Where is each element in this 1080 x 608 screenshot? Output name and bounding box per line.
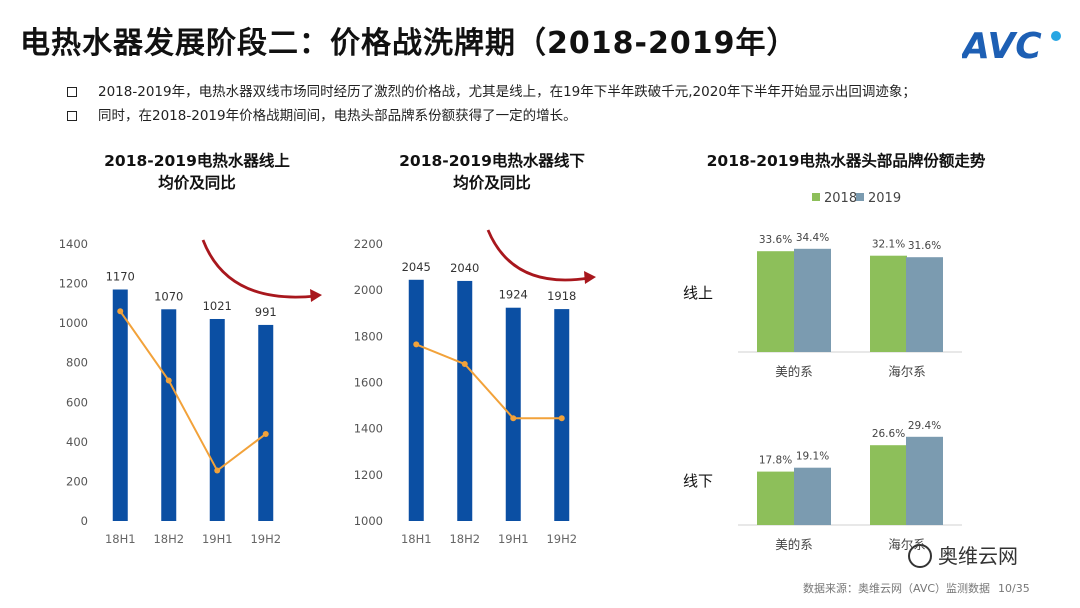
offline-yoy-point — [413, 341, 420, 348]
share-online-bar — [870, 255, 907, 352]
online-ytick-label: 1000 — [59, 316, 88, 330]
online-ytick-label: 400 — [66, 435, 88, 449]
offline-bar-label: 1924 — [499, 288, 528, 302]
bullet-item: 同时，在2018-2019年价格战期间间，电热头部品牌系份额获得了一定的增长。 — [64, 104, 1064, 128]
chart-online-title: 2018-2019电热水器线上 均价及同比 — [104, 152, 290, 192]
online-ytick-label: 0 — [81, 514, 88, 528]
arrow-online-head — [310, 289, 322, 302]
chart-share-title: 2018-2019电热水器头部品牌份额走势 — [706, 152, 986, 170]
offline-ytick-label: 2200 — [354, 237, 383, 251]
online-yoy-point — [214, 467, 221, 474]
offline-ytick-label: 1000 — [354, 514, 383, 528]
online-yoy-point — [262, 430, 269, 437]
offline-bar-label: 1918 — [547, 289, 576, 303]
online-ytick-label: 1200 — [59, 277, 88, 291]
arrow-offline-head — [584, 271, 596, 284]
online-yoy-point — [117, 308, 124, 315]
share-online-bar — [757, 251, 794, 352]
online-xtick-label: 18H2 — [153, 532, 184, 546]
share-online-bar-label: 33.6% — [759, 234, 792, 246]
share-offline-bar-label: 17.8% — [759, 455, 792, 467]
share-offline-bar — [870, 445, 907, 525]
page-number: 10/35 — [998, 582, 1030, 595]
legend-label: 2018 — [824, 191, 857, 206]
share-online-bar — [794, 248, 831, 352]
share-offline-bar-label: 26.6% — [872, 428, 905, 440]
arrow-online-curve — [201, 239, 317, 299]
legend-swatch — [812, 193, 820, 201]
offline-yoy-point — [558, 415, 565, 422]
footer: 数据来源：奥维云网（AVC）监测数据 10/35 — [803, 580, 1030, 596]
share-online-bar — [906, 257, 943, 352]
offline-ytick-label: 1800 — [354, 329, 383, 343]
share-online-category-label: 美的系 — [775, 364, 813, 379]
offline-ytick-label: 1600 — [354, 376, 383, 390]
share-online-category-label: 海尔系 — [888, 364, 926, 379]
online-yoy-line — [119, 310, 267, 473]
offline-yoy-point — [461, 361, 468, 368]
bullet-item: 2018-2019年，电热水器双线市场同时经历了激烈的价格战，尤其是线上，在19… — [64, 80, 1064, 104]
bullet-box-icon — [67, 87, 77, 97]
legend-swatch — [856, 193, 864, 201]
footer-source: 数据来源：奥维云网（AVC）监测数据 — [803, 582, 991, 595]
share-offline-bar-label: 29.4% — [908, 420, 941, 432]
share-online-panel-label: 线上 — [683, 284, 713, 302]
offline-ytick-label: 1200 — [354, 468, 383, 482]
share-offline-bar-label: 19.1% — [796, 451, 829, 463]
offline-bar-label: 2045 — [402, 260, 431, 274]
page-title: 电热水器发展阶段二：价格战洗牌期（2018-2019年） — [20, 26, 798, 61]
online-bar-label: 1170 — [106, 270, 135, 284]
online-ytick-label: 800 — [66, 356, 88, 370]
online-bar-label: 991 — [255, 305, 277, 319]
offline-bar — [408, 279, 424, 521]
online-bar-label: 1021 — [203, 299, 232, 313]
wechat-watermark: 奥维云网 — [908, 540, 1018, 570]
bullet-list: 2018-2019年，电热水器双线市场同时经历了激烈的价格战，尤其是线上，在19… — [64, 80, 1064, 128]
share-online-bar-label: 31.6% — [908, 240, 941, 252]
online-bar — [161, 309, 177, 521]
online-bar — [112, 289, 128, 521]
offline-yoy-line — [415, 343, 562, 420]
online-yoy-point — [165, 377, 172, 384]
share-offline-panel-label: 线下 — [683, 472, 713, 490]
avc-logo-text: AVC — [962, 26, 1042, 66]
avc-logo-dot — [1051, 31, 1061, 41]
offline-bar — [554, 309, 570, 521]
chart-offline-title: 2018-2019电热水器线下 均价及同比 — [399, 152, 585, 192]
share-offline-bar — [794, 467, 831, 525]
online-bar-label: 1070 — [154, 289, 183, 303]
online-xtick-label: 18H1 — [105, 532, 136, 546]
offline-ytick-label: 2000 — [354, 283, 383, 297]
offline-yoy-point — [510, 415, 517, 422]
offline-ytick-label: 1400 — [354, 422, 383, 436]
online-ytick-label: 1400 — [59, 237, 88, 251]
offline-bar — [505, 307, 521, 521]
bullet-box-icon — [67, 111, 77, 121]
share-offline-bar — [757, 471, 794, 525]
offline-xtick-label: 18H1 — [401, 532, 432, 546]
online-ytick-label: 600 — [66, 395, 88, 409]
arrow-offline-curve — [486, 229, 590, 282]
offline-bar — [457, 280, 473, 521]
online-bar — [209, 318, 225, 521]
legend-label: 2019 — [868, 191, 901, 206]
offline-xtick-label: 19H1 — [498, 532, 529, 546]
share-offline-category-label: 美的系 — [775, 537, 813, 552]
wechat-icon — [908, 543, 932, 568]
avc-logo: AVC — [962, 26, 1061, 66]
offline-xtick-label: 18H2 — [449, 532, 480, 546]
online-xtick-label: 19H1 — [202, 532, 233, 546]
offline-bar-label: 2040 — [450, 261, 479, 275]
share-offline-bar — [906, 436, 943, 525]
offline-xtick-label: 19H2 — [546, 532, 577, 546]
online-ytick-label: 200 — [66, 474, 88, 488]
share-online-bar-label: 32.1% — [872, 239, 905, 251]
online-bar — [258, 324, 274, 521]
online-xtick-label: 19H2 — [250, 532, 281, 546]
share-online-bar-label: 34.4% — [796, 232, 829, 244]
